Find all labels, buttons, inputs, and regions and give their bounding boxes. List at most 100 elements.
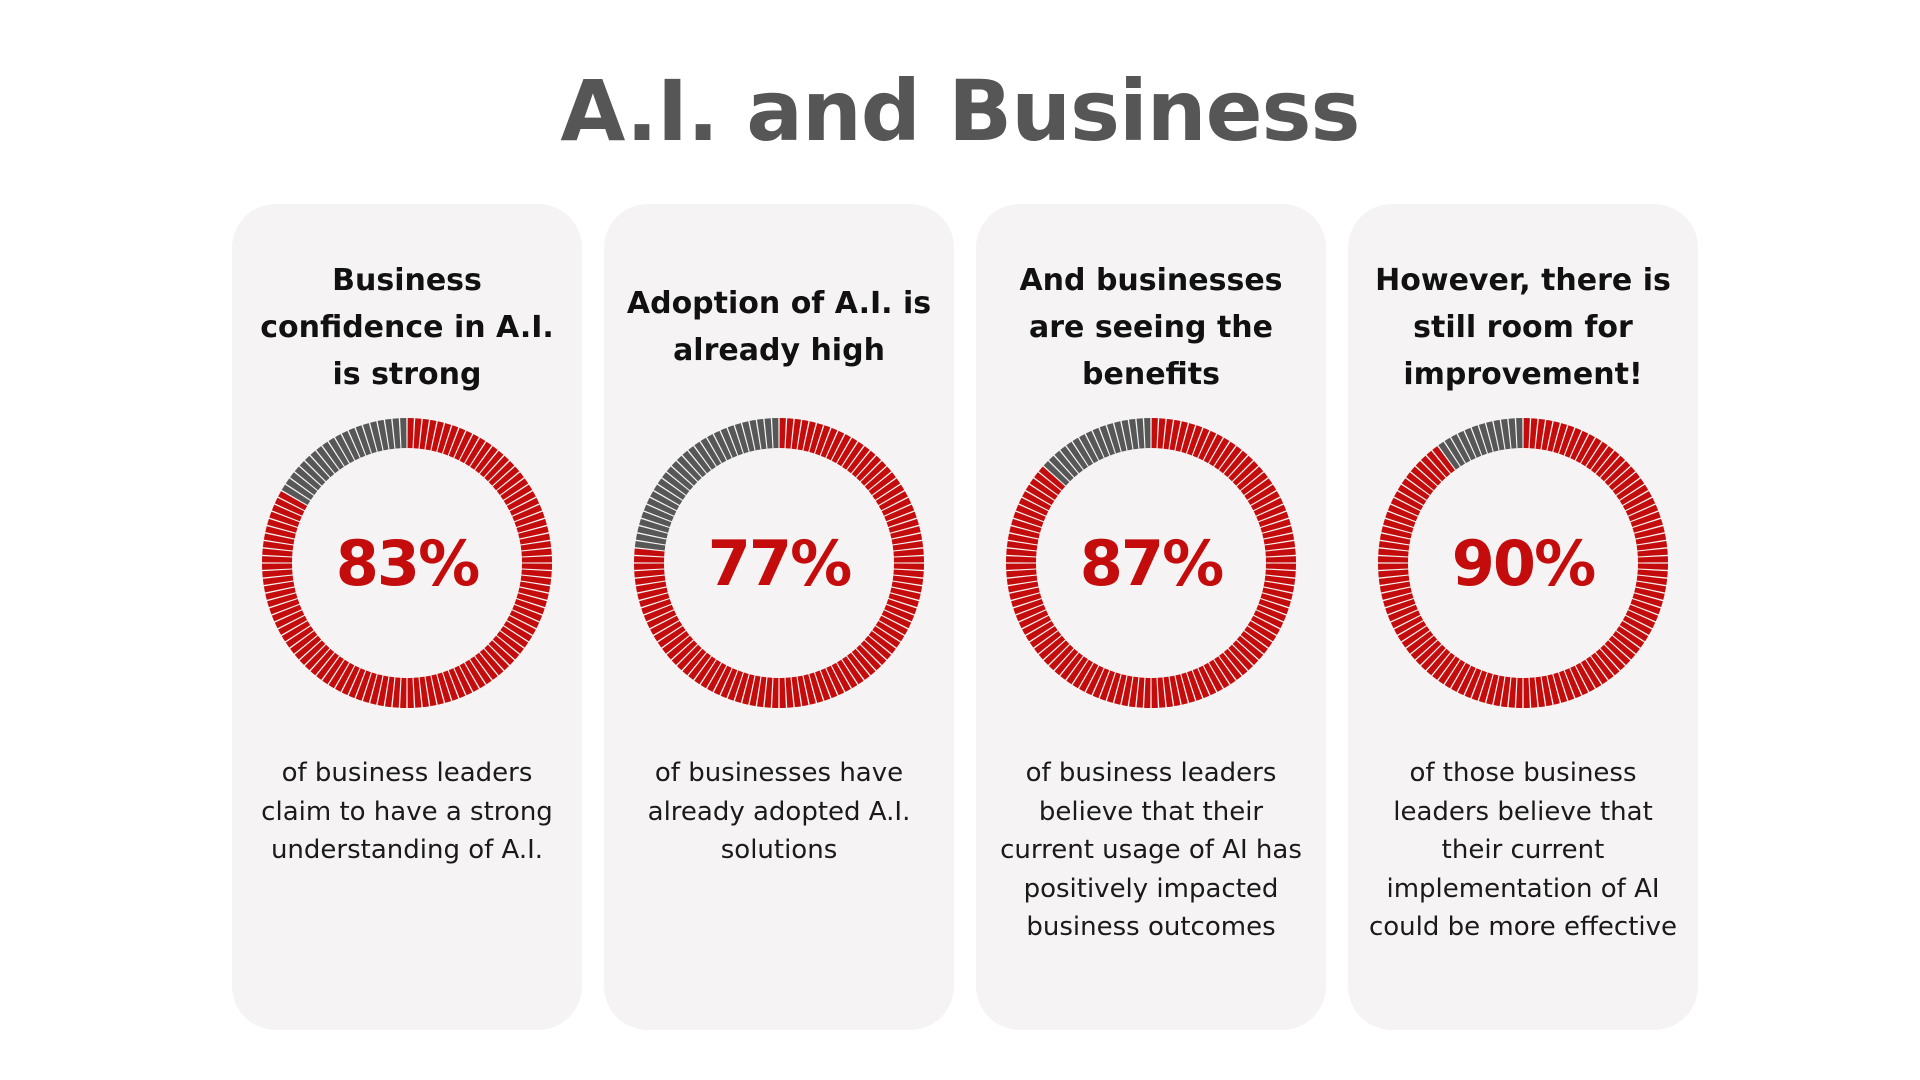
donut-segment-filled xyxy=(514,511,545,527)
donut-segment-filled xyxy=(1136,677,1145,708)
donut-segment-filled xyxy=(271,504,302,522)
donut-segment-filled xyxy=(864,635,892,660)
donut-segment-remaining xyxy=(335,434,355,464)
donut-segment-filled xyxy=(1426,450,1451,478)
donut-segment-filled xyxy=(341,665,360,696)
donut-segment-filled xyxy=(1013,599,1044,615)
donut-segment-filled xyxy=(1619,484,1649,506)
donut-segment-filled xyxy=(886,511,917,527)
donut-segment-filled xyxy=(1415,640,1442,666)
donut-segment-filled xyxy=(1029,478,1058,500)
donut-segment-filled xyxy=(1263,533,1295,545)
donut-segment-filled xyxy=(1478,672,1493,703)
donut-segment-remaining xyxy=(1128,418,1139,450)
donut-segment-filled xyxy=(884,604,915,622)
donut-segment-filled xyxy=(437,672,452,703)
donut-segment-filled xyxy=(820,668,838,699)
donut-segment-filled xyxy=(893,563,924,570)
donut-segment-filled xyxy=(1600,644,1626,671)
donut-segment-filled xyxy=(262,575,294,586)
donut-segment-remaining xyxy=(1508,418,1517,449)
donut-segment-filled xyxy=(520,575,552,586)
donut-segment-filled xyxy=(1066,656,1088,685)
donut-segment-filled xyxy=(893,548,924,557)
donut-segment-filled xyxy=(1394,491,1424,511)
donut-segment-filled xyxy=(1203,434,1223,464)
donut-segment-filled xyxy=(1151,418,1158,449)
donut-segment-filled xyxy=(262,569,293,578)
donut-segment-filled xyxy=(713,665,732,696)
donut-segment-filled xyxy=(1471,670,1487,701)
donut-segment-filled xyxy=(1632,518,1663,533)
donut-segment-filled xyxy=(1379,533,1411,545)
donut-segment-filled xyxy=(1015,604,1046,622)
stat-card-confidence: Business confidence in A.I. is strong 83… xyxy=(232,204,582,1030)
donut-segment-filled xyxy=(742,674,755,705)
donut-segment-filled xyxy=(734,672,749,703)
donut-segment-filled xyxy=(809,672,824,703)
donut-segment-filled xyxy=(1397,484,1427,506)
donut-segment-filled xyxy=(842,441,864,470)
donut-value-label: 87% xyxy=(1079,526,1224,600)
donut-segment-filled xyxy=(425,675,437,707)
donut-segment-filled xyxy=(1006,540,1038,551)
donut-segment-filled xyxy=(891,581,923,593)
donut-segment-remaining xyxy=(322,441,344,470)
donut-segment-filled xyxy=(1034,472,1062,495)
donut-segment-filled xyxy=(1022,491,1052,511)
donut-segment-filled xyxy=(1169,419,1181,451)
donut-segment-filled xyxy=(1121,675,1133,707)
donut-segment-filled xyxy=(1595,450,1620,478)
card-description: of business leaders believe that their c… xyxy=(1000,758,1302,942)
donut-segment-filled xyxy=(475,446,498,474)
donut-segment-filled xyxy=(1420,644,1446,671)
donut-segment-filled xyxy=(1637,563,1668,570)
donut-segment-filled xyxy=(826,665,845,696)
donut-segment-filled xyxy=(310,648,335,676)
donut-segment-filled xyxy=(1625,610,1656,629)
donut-segment-filled xyxy=(1219,652,1242,680)
donut-segment-filled xyxy=(1256,604,1287,622)
donut-segment-filled xyxy=(779,418,786,449)
donut-segment-filled xyxy=(1632,593,1663,608)
donut-segment-filled xyxy=(1060,652,1083,680)
donut-segment-filled xyxy=(785,418,794,449)
donut-segment-remaining xyxy=(392,418,401,449)
donut-segment-filled xyxy=(1432,652,1455,680)
donut-segment-remaining xyxy=(1114,421,1127,452)
donut-segment-remaining xyxy=(285,478,314,500)
donut-segment-filled xyxy=(1619,620,1649,642)
donut-segment-remaining xyxy=(662,472,690,495)
donut-segment-filled xyxy=(1586,656,1608,685)
donut-segment-filled xyxy=(1256,504,1287,522)
donut-segment-filled xyxy=(1493,675,1505,707)
donut-segment-filled xyxy=(1383,593,1414,608)
stat-card-benefits: And businesses are seeing the benefits 8… xyxy=(976,204,1326,1030)
donut-segment-filled xyxy=(1232,640,1259,666)
donut-segment-filled xyxy=(512,604,543,622)
donut-segment-filled xyxy=(265,526,296,539)
donut-segment-filled xyxy=(475,652,498,680)
donut-segment-remaining xyxy=(377,419,389,451)
donut-segment-filled xyxy=(634,569,665,578)
donut-segment-filled xyxy=(791,418,802,450)
donut-segment-filled xyxy=(1541,675,1553,707)
donut-segment-remaining xyxy=(727,425,743,456)
donut-segment-filled xyxy=(1516,677,1523,708)
donut-segment-filled xyxy=(1009,587,1040,600)
donut-segment-filled xyxy=(1253,497,1284,516)
donut-segment-filled xyxy=(1541,419,1553,451)
donut-segment-filled xyxy=(1390,497,1421,516)
donut-segment-filled xyxy=(488,640,515,666)
donut-segment-filled xyxy=(1025,484,1055,506)
donut-segment-filled xyxy=(639,593,670,608)
donut-svg xyxy=(1006,418,1296,708)
donut-segment-filled xyxy=(878,615,908,635)
donut-segment-remaining xyxy=(666,466,694,491)
donut-segment-filled xyxy=(1187,670,1203,701)
donut-segment-filled xyxy=(269,511,300,527)
donut-segment-filled xyxy=(1426,648,1451,676)
donut-segment-filled xyxy=(492,466,520,491)
donut-segment-filled xyxy=(803,674,816,705)
donut-segment-filled xyxy=(1022,615,1052,635)
